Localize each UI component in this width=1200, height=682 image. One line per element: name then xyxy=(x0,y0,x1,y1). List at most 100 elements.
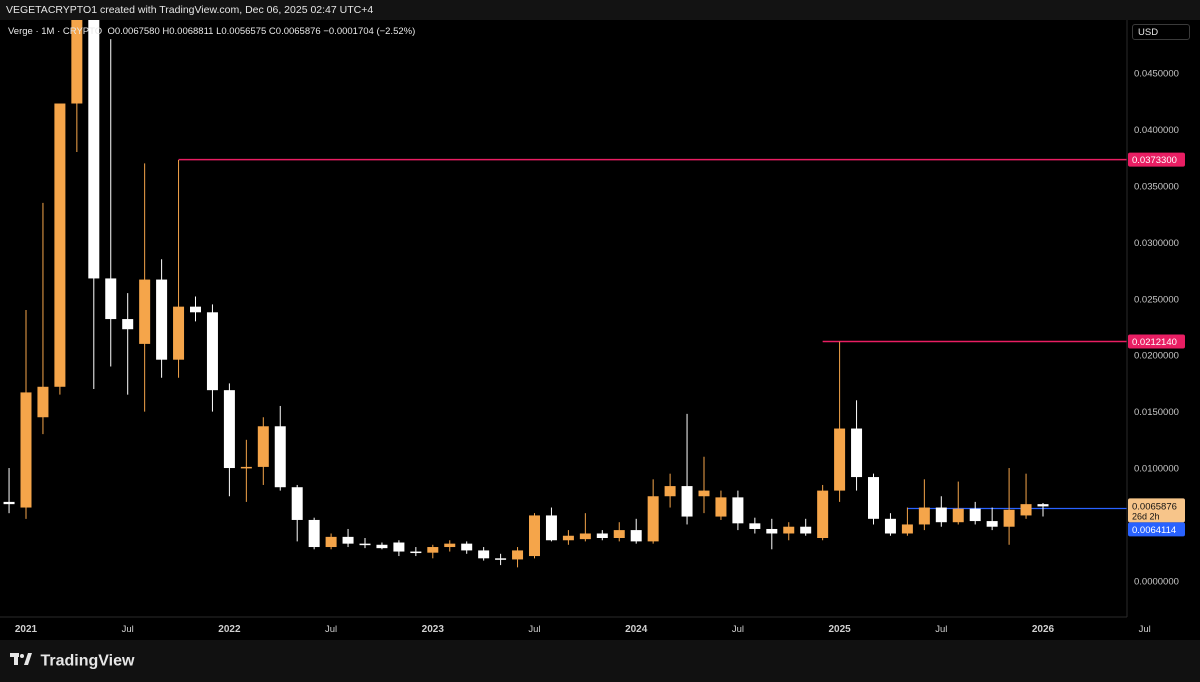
candle-body xyxy=(88,20,100,279)
candle xyxy=(698,456,710,514)
candle-body xyxy=(512,550,524,560)
candle-body xyxy=(817,490,829,539)
candle xyxy=(647,479,659,544)
candle xyxy=(664,473,676,508)
legend-close: C0.0065876 xyxy=(268,26,321,37)
tradingview-logo-icon xyxy=(10,652,32,671)
price-tick-label: 0.0000000 xyxy=(1134,576,1179,587)
candle-body xyxy=(495,558,507,560)
candle-body xyxy=(562,535,574,541)
candle-body xyxy=(545,515,557,541)
candle xyxy=(969,501,981,525)
time-tick-label: Jul xyxy=(122,624,134,635)
time-tick-label: Jul xyxy=(1139,624,1151,635)
candle xyxy=(952,481,964,525)
footer-bar: TradingView xyxy=(0,640,1200,682)
candle xyxy=(1020,473,1032,519)
candle-body xyxy=(478,550,490,559)
price-tick-label: 0.0350000 xyxy=(1134,181,1179,192)
candle xyxy=(3,468,15,514)
candle xyxy=(851,400,863,491)
tradingview-brand[interactable]: TradingView xyxy=(10,652,134,671)
candle xyxy=(800,518,812,536)
time-tick-label: 2021 xyxy=(15,624,38,635)
candle xyxy=(986,507,998,531)
candle xyxy=(105,39,117,367)
candle xyxy=(529,513,540,559)
candle xyxy=(783,522,795,541)
candle-body xyxy=(681,486,693,517)
price-tick-label: 0.0250000 xyxy=(1134,294,1179,305)
candle xyxy=(37,202,49,435)
level-tag-1 xyxy=(1128,334,1185,349)
candle-body xyxy=(868,477,879,519)
candle xyxy=(935,496,947,527)
time-tick-label: 2023 xyxy=(422,624,445,635)
candle-body xyxy=(461,543,473,551)
candle-body xyxy=(749,523,761,529)
candle-body xyxy=(647,496,659,542)
candle xyxy=(190,296,201,322)
candle xyxy=(630,518,642,544)
candle xyxy=(427,544,439,559)
candle-body xyxy=(935,507,947,523)
candle xyxy=(512,547,524,568)
symbol-legend: Verge · 1M · CRYPTO O0.0067580 H0.006881… xyxy=(8,26,415,37)
candle xyxy=(393,540,405,557)
candle xyxy=(359,538,371,549)
candle xyxy=(376,542,388,550)
candle-body xyxy=(444,543,456,548)
candle xyxy=(681,413,693,525)
candle-body xyxy=(393,542,405,552)
price-tick-label: 0.0400000 xyxy=(1134,125,1179,136)
time-axis[interactable]: 2021 Jul 2022 Jul 2023 Jul 2024 Jul 2025 Jul 2026 J… xyxy=(15,624,1200,635)
candle-body xyxy=(308,519,320,548)
candle xyxy=(732,490,744,531)
candle xyxy=(495,553,507,566)
candle-body xyxy=(410,551,422,554)
price-tick-label: 0.0200000 xyxy=(1134,351,1179,362)
candle xyxy=(325,533,337,550)
candle xyxy=(579,513,591,542)
candle-body xyxy=(3,501,15,505)
legend-change: −0.0001704 (−2.52%) xyxy=(323,26,416,37)
candle xyxy=(1037,503,1049,517)
candle-body xyxy=(918,507,930,525)
support-tag-text: 0.0064114 xyxy=(1132,525,1176,536)
currency-selector[interactable]: USD xyxy=(1132,24,1190,40)
candle-body xyxy=(376,544,388,549)
candle-body xyxy=(783,526,795,534)
candle-body xyxy=(156,279,168,360)
candle-body xyxy=(1020,504,1032,516)
candle-body xyxy=(834,428,846,491)
countdown-text: 26d 2h xyxy=(1132,511,1160,521)
candle-body xyxy=(20,392,32,508)
candle-body xyxy=(54,103,66,387)
candle-body xyxy=(732,497,744,524)
candle xyxy=(122,293,134,395)
candle xyxy=(749,517,761,534)
candle-body xyxy=(851,428,863,478)
time-tick-label: Jul xyxy=(935,624,947,635)
candle-body xyxy=(291,487,303,520)
level-tag-text-0: 0.0373300 xyxy=(1132,155,1177,166)
candle-body xyxy=(274,426,286,488)
candle-body xyxy=(122,319,134,330)
caption-text: VEGETACRYPTO1 created with TradingView.c… xyxy=(6,4,374,16)
candle xyxy=(88,0,100,390)
candle-body xyxy=(596,533,608,539)
candle-body xyxy=(613,530,625,539)
candle xyxy=(274,405,286,491)
level-tag-text-1: 0.0212140 xyxy=(1132,337,1177,348)
candle xyxy=(545,507,557,542)
candle xyxy=(478,547,490,561)
price-tick-label: 0.0450000 xyxy=(1134,69,1179,80)
candle xyxy=(918,479,930,531)
candle xyxy=(342,528,354,548)
candle xyxy=(766,518,778,550)
candles-layer xyxy=(3,0,1049,568)
candle-body xyxy=(529,515,540,557)
legend-symbol[interactable]: Verge · 1M · CRYPTO xyxy=(8,26,103,37)
